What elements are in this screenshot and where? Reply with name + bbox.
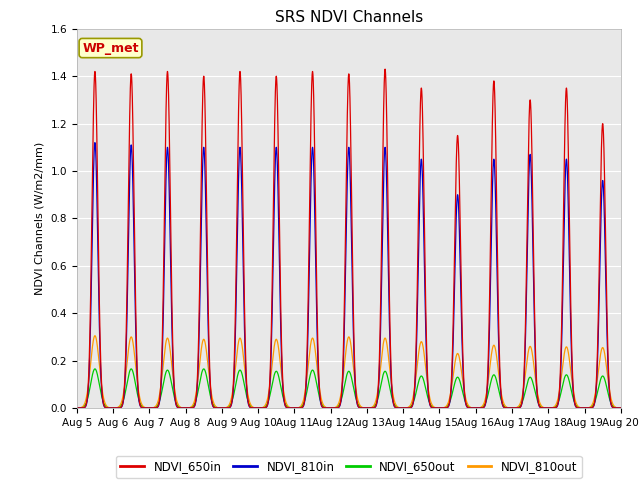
NDVI_650out [501, 404, 509, 410]
NDVI_650in [73, 405, 81, 411]
NDVI_650out [91, 366, 99, 372]
NDVI_650in [615, 405, 623, 411]
NDVI_650in [617, 405, 625, 411]
NDVI_810out [73, 405, 81, 411]
Line: NDVI_810in: NDVI_810in [77, 143, 621, 408]
NDVI_650out [424, 395, 431, 400]
NDVI_810in [615, 405, 623, 411]
NDVI_810in [189, 405, 197, 410]
NDVI_650out [73, 405, 81, 411]
NDVI_650in [184, 405, 191, 411]
NDVI_810out [91, 333, 99, 338]
NDVI_810out [189, 401, 197, 407]
NDVI_650in [501, 405, 509, 411]
Legend: NDVI_650in, NDVI_810in, NDVI_650out, NDVI_810out: NDVI_650in, NDVI_810in, NDVI_650out, NDV… [116, 456, 582, 478]
NDVI_650out [189, 403, 197, 409]
Line: NDVI_810out: NDVI_810out [77, 336, 621, 408]
NDVI_810in [91, 140, 99, 145]
NDVI_650out [615, 405, 623, 411]
NDVI_650in [189, 405, 197, 410]
Line: NDVI_650in: NDVI_650in [77, 69, 621, 408]
NDVI_650out [276, 382, 284, 388]
NDVI_650in [381, 66, 389, 72]
NDVI_810out [276, 362, 284, 368]
NDVI_650out [184, 405, 191, 411]
NDVI_810out [184, 405, 191, 411]
NDVI_650out [617, 405, 625, 411]
NDVI_810out [615, 405, 623, 411]
NDVI_810in [424, 385, 431, 391]
NDVI_810in [73, 405, 81, 411]
NDVI_810out [501, 403, 509, 408]
NDVI_810in [276, 315, 284, 321]
Y-axis label: NDVI Channels (W/m2/mm): NDVI Channels (W/m2/mm) [35, 142, 45, 295]
Text: WP_met: WP_met [82, 42, 139, 55]
NDVI_810in [184, 405, 191, 411]
NDVI_650in [424, 379, 431, 385]
Line: NDVI_650out: NDVI_650out [77, 369, 621, 408]
Title: SRS NDVI Channels: SRS NDVI Channels [275, 10, 423, 25]
NDVI_810out [617, 405, 625, 411]
NDVI_810in [617, 405, 625, 411]
NDVI_650in [276, 287, 284, 292]
NDVI_810in [501, 405, 509, 411]
NDVI_810out [424, 384, 431, 389]
